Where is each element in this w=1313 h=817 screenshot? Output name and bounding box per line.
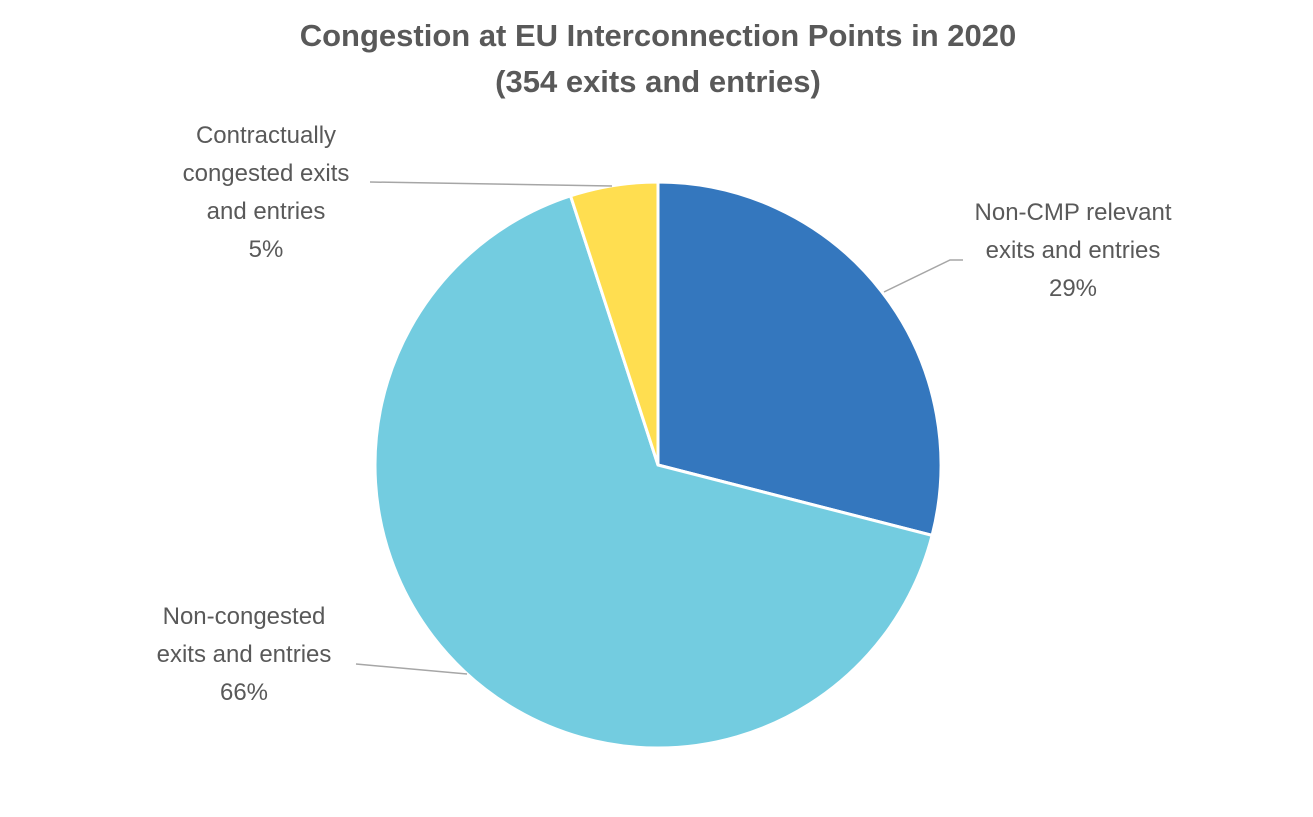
chart-title: Congestion at EU Interconnection Points … bbox=[300, 18, 1017, 53]
slice-label-2: Non-congested exits and entries 66% bbox=[157, 603, 332, 706]
slice-label-line: exits and entries bbox=[157, 641, 332, 668]
slice-percent-label: 29% bbox=[1049, 275, 1097, 302]
leader-line-2 bbox=[355, 663, 468, 675]
leader-line-1 bbox=[883, 259, 963, 293]
slice-label-3: Contractually congested exits and entries 5… bbox=[183, 122, 350, 263]
slice-percent-label: 5% bbox=[249, 236, 284, 263]
leader-line-3 bbox=[369, 181, 613, 187]
slice-label-line: Non-CMP relevant bbox=[975, 199, 1172, 226]
slice-label-line: congested exits bbox=[183, 160, 350, 187]
leader-lines bbox=[355, 181, 963, 675]
slice-labels: Non-CMP relevant exits and entries 29%Non-… bbox=[157, 122, 1172, 706]
slice-label-line: and entries bbox=[207, 198, 326, 225]
pie-slice-1 bbox=[656, 180, 943, 538]
slice-label-line: Contractually bbox=[196, 122, 336, 149]
pie-slices bbox=[373, 180, 943, 750]
slice-label-line: exits and entries bbox=[986, 237, 1161, 264]
pie-slice-2 bbox=[373, 193, 934, 750]
pie-slice-3 bbox=[568, 180, 660, 466]
chart-subtitle: (354 exits and entries) bbox=[495, 64, 821, 99]
slice-percent-label: 66% bbox=[220, 679, 268, 706]
slice-label-1: Non-CMP relevant exits and entries 29% bbox=[975, 199, 1172, 302]
slice-label-line: Non-congested bbox=[163, 603, 326, 630]
